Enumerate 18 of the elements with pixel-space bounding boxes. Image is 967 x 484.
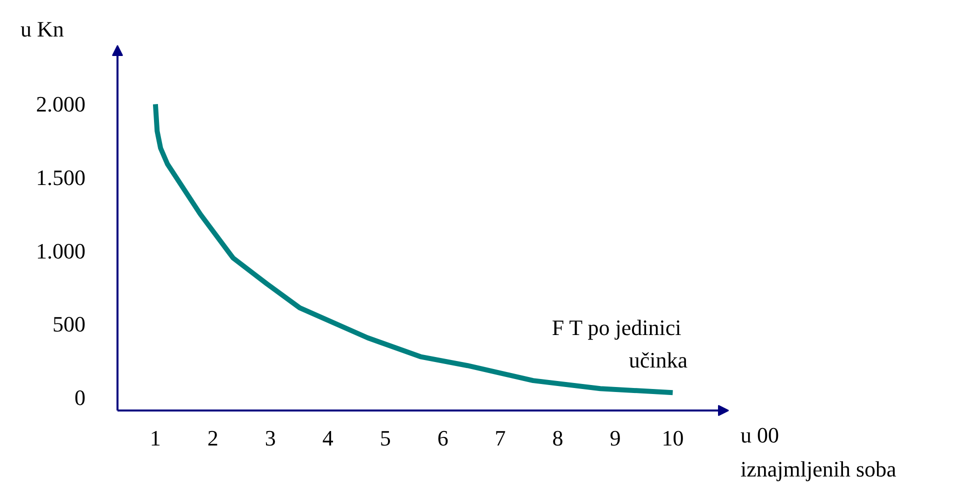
- y-axis-title: u Kn: [20, 16, 64, 42]
- x-tick-label: 3: [264, 426, 276, 450]
- y-tick-label: 1.000: [36, 238, 86, 264]
- x-tick-label: 4: [322, 426, 334, 450]
- x-axis-title: u 00 iznajmljenih soba: [740, 422, 897, 482]
- y-tick-label: 500: [52, 312, 86, 337]
- x-tick-label: 5: [380, 426, 391, 450]
- x-tick-label: 8: [552, 426, 564, 450]
- x-tick-label: 2: [207, 426, 218, 450]
- x-tick-label: 1: [150, 426, 161, 450]
- y-tick-label: 2.000: [36, 92, 86, 117]
- x-tick-label: 10: [662, 426, 684, 450]
- annotation: F T po jedinici učinka: [552, 315, 688, 372]
- x-tick-label: 7: [494, 426, 506, 450]
- x-tick-label: 6: [437, 426, 448, 450]
- y-tick-label: 1.500: [36, 165, 86, 190]
- y-tick-label: 0: [74, 385, 86, 410]
- x-tick-label: 9: [610, 426, 621, 450]
